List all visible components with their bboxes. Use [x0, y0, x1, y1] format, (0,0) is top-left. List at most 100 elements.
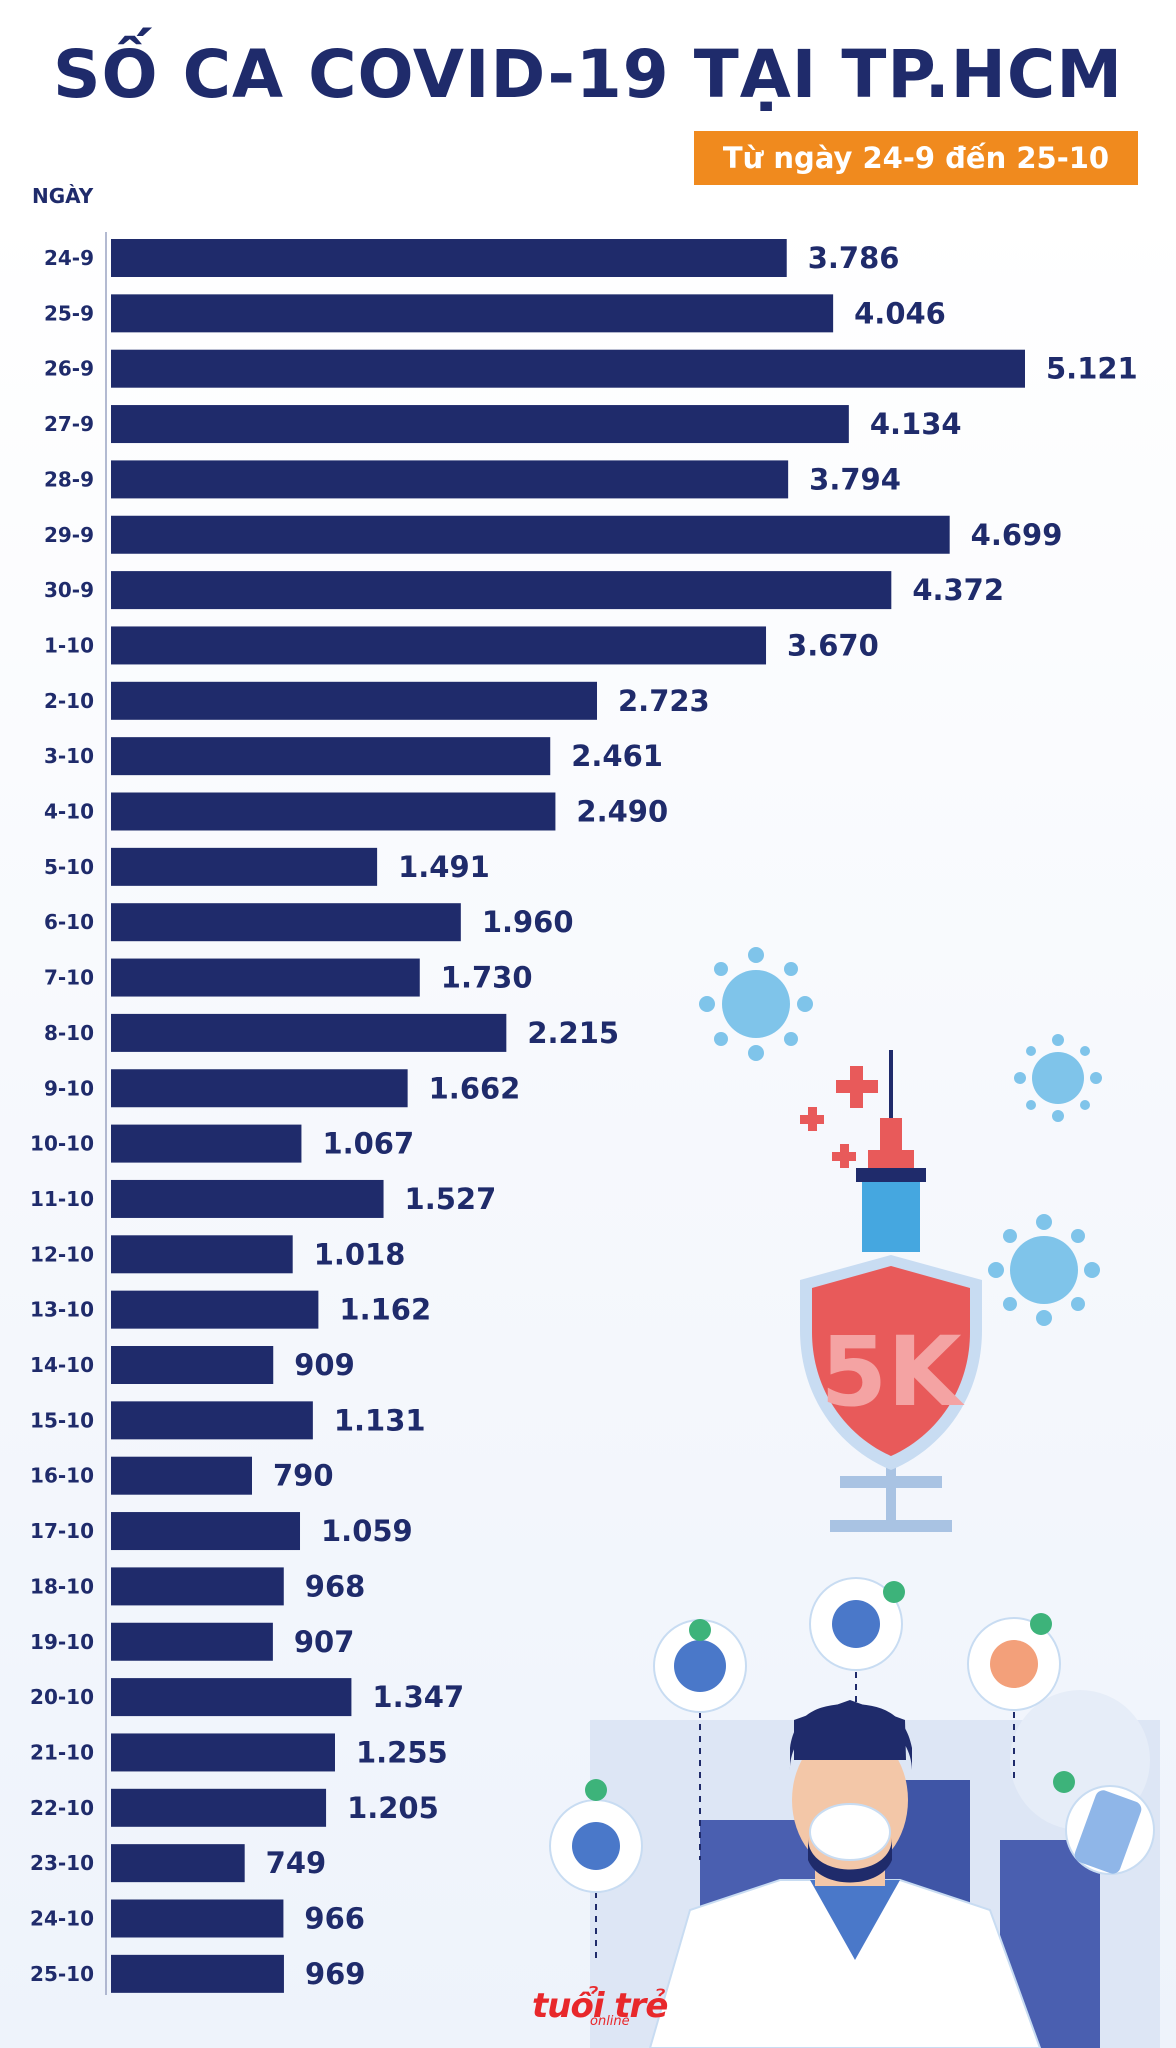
bar: [111, 1069, 408, 1108]
bar: [111, 792, 556, 831]
value-label: 1.162: [339, 1293, 431, 1327]
bar: [111, 903, 461, 942]
category-label: 23-10: [30, 1851, 94, 1875]
bar: [111, 681, 598, 720]
bar: [111, 1290, 319, 1329]
category-label: 2-10: [44, 689, 94, 713]
category-label: 29-9: [44, 523, 94, 547]
bar: [111, 405, 849, 444]
category-label: 14-10: [30, 1353, 94, 1377]
category-label: 20-10: [30, 1685, 94, 1709]
bar: [111, 349, 1025, 388]
category-label: 6-10: [44, 910, 94, 934]
category-label: 16-10: [30, 1464, 94, 1488]
bar: [111, 847, 378, 886]
value-label: 1.662: [429, 1071, 521, 1105]
bar: [111, 1124, 302, 1163]
value-label: 1.730: [441, 961, 533, 995]
category-label: 8-10: [44, 1021, 94, 1045]
category-label: 17-10: [30, 1519, 94, 1543]
bar: [111, 1456, 252, 1495]
value-label: 1.255: [356, 1735, 448, 1769]
bar: [111, 1733, 335, 1772]
bar: [111, 239, 787, 277]
value-label: 3.786: [808, 241, 900, 275]
value-label: 969: [305, 1957, 366, 1991]
bar: [111, 737, 551, 776]
bar: [111, 515, 950, 554]
value-label: 4.699: [971, 518, 1063, 552]
bar: [111, 1512, 301, 1551]
value-label: 4.046: [854, 296, 946, 330]
virus-icon: [699, 947, 813, 1061]
shield-icon: 5K: [800, 1255, 982, 1470]
prevention-icons: [549, 1577, 1155, 1960]
bar: [111, 460, 789, 499]
shield-label: 5K: [820, 1316, 965, 1428]
bar: [111, 294, 834, 333]
bar: [111, 1013, 507, 1052]
chart-title: SỐ CA COVID-19 TẠI TP.HCM: [52, 36, 1124, 113]
virus-icon: [1014, 1034, 1102, 1122]
bar: [111, 1954, 284, 1993]
category-label: 15-10: [30, 1408, 94, 1432]
category-label: 7-10: [44, 966, 94, 990]
bar: [111, 1235, 293, 1274]
category-label: 24-9: [44, 246, 94, 270]
bar: [111, 1567, 284, 1606]
value-label: 1.205: [347, 1791, 439, 1825]
category-label: 22-10: [30, 1796, 94, 1820]
bar: [111, 1844, 245, 1883]
value-label: 1.059: [321, 1514, 413, 1548]
bar: [111, 626, 767, 665]
value-label: 5.121: [1046, 352, 1138, 386]
category-label: 5-10: [44, 855, 94, 879]
category-label: 18-10: [30, 1574, 94, 1598]
category-label: 4-10: [44, 800, 94, 824]
value-label: 3.794: [809, 462, 901, 496]
tuoi-tre-logo: tuổi trẻ: [532, 1986, 668, 2026]
bar: [111, 1179, 384, 1218]
value-label: 2.723: [618, 684, 710, 718]
value-label: 1.960: [482, 905, 574, 939]
virus-icon: [988, 1214, 1100, 1326]
value-label: 2.490: [576, 795, 668, 829]
value-label: 4.134: [870, 407, 962, 441]
value-label: 4.372: [912, 573, 1004, 607]
bar: [111, 1346, 274, 1384]
value-label: 749: [266, 1846, 327, 1880]
category-label: 30-9: [44, 578, 94, 602]
value-label: 2.461: [571, 739, 663, 773]
category-label: 27-9: [44, 412, 94, 436]
bar: [111, 1788, 327, 1827]
category-label: 1-10: [44, 633, 94, 657]
bar: [111, 571, 892, 610]
bar: [111, 958, 420, 997]
value-label: 790: [273, 1459, 334, 1493]
category-label: 21-10: [30, 1740, 94, 1764]
bar: [111, 1401, 313, 1440]
value-label: 2.215: [527, 1016, 619, 1050]
category-label: 24-10: [30, 1907, 94, 1931]
value-label: 1.347: [372, 1680, 464, 1714]
doctor-icon: [648, 1700, 1042, 2048]
bar: [111, 1622, 273, 1661]
value-label: 1.067: [322, 1127, 414, 1161]
plus-icon: [800, 1066, 878, 1168]
category-label: 25-9: [44, 301, 94, 325]
value-label: 3.670: [787, 628, 879, 662]
value-label: 1.018: [314, 1237, 406, 1271]
category-label: 3-10: [44, 744, 94, 768]
category-label: 28-9: [44, 467, 94, 491]
value-label: 907: [294, 1625, 355, 1659]
y-axis-label: NGÀY: [32, 184, 94, 208]
value-label: 909: [294, 1348, 355, 1382]
category-label: 19-10: [30, 1630, 94, 1654]
value-label: 966: [304, 1902, 365, 1936]
value-label: 1.491: [398, 850, 490, 884]
tuoi-tre-logo-sub: online: [590, 2014, 630, 2029]
value-label: 1.131: [334, 1403, 426, 1437]
category-label: 10-10: [30, 1132, 94, 1156]
